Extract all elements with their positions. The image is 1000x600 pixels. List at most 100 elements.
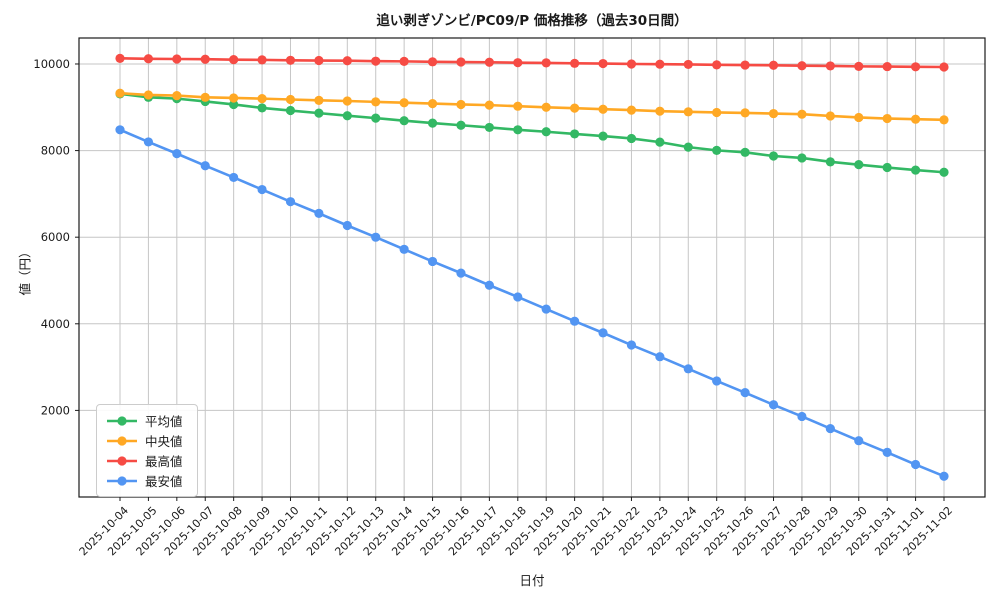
data-point-max bbox=[399, 56, 409, 66]
y-tick-label: 6000 bbox=[41, 230, 70, 244]
data-point-median bbox=[285, 94, 296, 105]
data-point-max bbox=[229, 55, 239, 65]
data-point-max bbox=[456, 57, 466, 67]
legend-marker-median bbox=[107, 435, 137, 446]
data-point-median bbox=[683, 107, 693, 117]
data-point-min bbox=[342, 220, 352, 231]
series-average-line bbox=[115, 89, 949, 177]
data-point-max bbox=[200, 54, 210, 64]
legend-label-max: 最高値 bbox=[145, 454, 183, 469]
data-point-median bbox=[427, 99, 438, 109]
legend-marker-max bbox=[107, 455, 137, 466]
x-axis-label: 日付 bbox=[519, 573, 545, 588]
data-point-max bbox=[172, 54, 182, 64]
legend-marker-min bbox=[107, 475, 137, 486]
data-point-median bbox=[825, 111, 835, 121]
data-point-min bbox=[939, 471, 949, 481]
data-point-max bbox=[655, 59, 665, 69]
data-point-median bbox=[371, 97, 381, 107]
series-median-line bbox=[115, 88, 949, 125]
y-axis-label: 値（円） bbox=[17, 245, 33, 296]
data-point-average bbox=[257, 103, 267, 113]
data-point-median bbox=[910, 114, 921, 124]
data-point-min bbox=[314, 208, 324, 218]
data-point-average bbox=[882, 162, 892, 173]
data-point-median bbox=[655, 106, 665, 116]
data-point-max bbox=[854, 61, 864, 71]
data-point-min bbox=[683, 364, 693, 374]
series-max-path bbox=[118, 57, 946, 69]
data-point-median bbox=[257, 94, 267, 104]
legend-marker-average bbox=[107, 415, 137, 426]
legend-label-median: 中央値 bbox=[145, 434, 183, 449]
data-point-max bbox=[797, 61, 807, 71]
data-point-average bbox=[427, 118, 438, 128]
data-point-min bbox=[712, 376, 722, 386]
data-point-max bbox=[598, 58, 608, 69]
data-point-median bbox=[399, 98, 409, 108]
y-tick-label: 4000 bbox=[41, 317, 70, 331]
y-tick-label: 10000 bbox=[33, 57, 70, 71]
data-point-average bbox=[854, 160, 864, 170]
legend-label-min: 最安値 bbox=[145, 474, 183, 489]
data-point-min bbox=[797, 411, 807, 422]
data-point-average bbox=[371, 113, 381, 123]
data-point-max bbox=[342, 56, 352, 66]
data-point-min bbox=[740, 388, 750, 398]
data-point-max bbox=[115, 53, 125, 63]
data-point-average bbox=[712, 145, 722, 155]
data-point-median bbox=[541, 102, 551, 112]
data-point-max bbox=[712, 60, 722, 70]
axes-spines bbox=[78, 37, 986, 498]
data-point-average bbox=[513, 125, 523, 135]
data-point-max bbox=[683, 59, 693, 70]
legend-item-median: 中央値 bbox=[106, 432, 183, 449]
data-point-min bbox=[768, 400, 779, 410]
data-point-max bbox=[484, 57, 494, 67]
data-point-median bbox=[115, 88, 125, 98]
data-point-median bbox=[513, 101, 523, 111]
data-point-min bbox=[399, 244, 409, 254]
data-point-max bbox=[541, 58, 551, 68]
series-min-line bbox=[115, 125, 949, 481]
data-point-average bbox=[456, 120, 466, 130]
data-point-max bbox=[371, 56, 381, 66]
data-point-median bbox=[314, 95, 324, 105]
data-point-median bbox=[939, 115, 949, 125]
data-point-min bbox=[513, 292, 523, 302]
data-point-median bbox=[626, 105, 637, 115]
data-point-max bbox=[513, 58, 523, 68]
chart-title: 追い剥ぎゾンビ/PC09/P 価格推移（過去30日間） bbox=[376, 13, 688, 29]
data-point-min bbox=[229, 172, 239, 183]
data-point-min bbox=[371, 232, 381, 242]
data-point-median bbox=[342, 96, 352, 106]
data-point-min bbox=[257, 184, 267, 195]
data-point-min bbox=[541, 304, 551, 314]
data-point-median bbox=[598, 104, 608, 114]
data-point-max bbox=[570, 58, 580, 68]
data-point-median bbox=[712, 107, 722, 118]
data-point-min bbox=[115, 125, 125, 135]
data-point-max bbox=[740, 60, 750, 70]
data-point-average bbox=[825, 157, 835, 167]
data-point-min bbox=[598, 328, 608, 338]
y-tick-label: 8000 bbox=[41, 144, 70, 158]
data-point-median bbox=[229, 93, 239, 103]
data-point-average bbox=[768, 151, 779, 161]
data-point-median bbox=[456, 99, 466, 110]
data-point-average bbox=[655, 137, 665, 147]
data-point-max bbox=[143, 54, 154, 64]
data-point-average bbox=[797, 153, 807, 163]
data-point-min bbox=[655, 352, 665, 362]
data-point-min bbox=[427, 256, 438, 267]
data-point-max bbox=[257, 55, 267, 65]
data-point-average bbox=[939, 167, 949, 177]
data-point-median bbox=[797, 109, 807, 119]
data-point-average bbox=[484, 122, 494, 133]
series-median-path bbox=[118, 91, 946, 122]
data-point-max bbox=[285, 55, 296, 65]
data-point-max bbox=[825, 61, 835, 71]
data-point-average bbox=[342, 111, 352, 121]
data-point-max bbox=[626, 59, 637, 69]
